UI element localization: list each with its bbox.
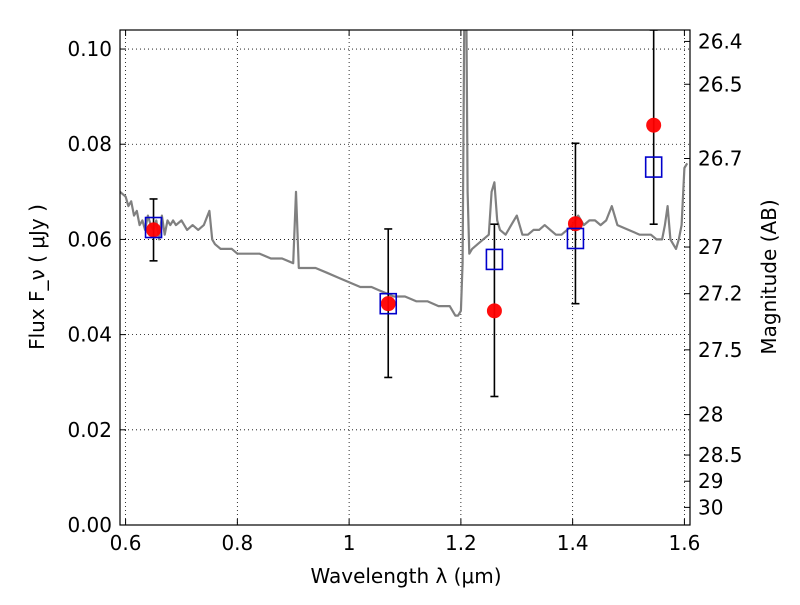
grid-layer <box>120 30 690 526</box>
y-axis-label: Flux F_ν ( μJy ) <box>25 204 49 350</box>
template-spectrum-line <box>120 30 689 317</box>
y2-tick-label: 26.5 <box>698 72 743 96</box>
x-tick-label: 0.8 <box>221 531 253 555</box>
observed-flux-point <box>486 303 502 319</box>
x-tick-label: 1 <box>343 531 356 555</box>
observed-flux-point <box>146 222 162 238</box>
x-tick-label: 0.6 <box>110 531 142 555</box>
y2-tick-label: 28 <box>698 403 723 427</box>
y-tick-label: 0.02 <box>67 418 112 442</box>
x-axis-label: Wavelength λ (μm) <box>310 564 501 588</box>
x-tick-label: 1.4 <box>557 531 589 555</box>
x-tick-label: 1.2 <box>445 531 477 555</box>
axes-frame <box>119 29 691 526</box>
y-tick-label: 0.00 <box>67 513 112 537</box>
plot-frame <box>119 29 691 526</box>
model-flux-square <box>144 216 163 239</box>
y2-tick-label: 28.5 <box>698 443 743 467</box>
y-tick-label: 0.06 <box>67 227 112 251</box>
model-flux-square <box>379 292 398 315</box>
y2-tick-label: 30 <box>698 495 723 519</box>
y2-tick-label: 27.5 <box>698 338 743 362</box>
tick-layer: 0.6 0.8 1 1.2 1.4 1.6 0.00 0.02 0.04 0.06 0.08 0.10… <box>67 29 742 555</box>
x-tick-label: 1.6 <box>669 531 701 555</box>
y2-tick-label: 26.4 <box>698 29 743 53</box>
model-flux-square <box>485 248 504 271</box>
y2-tick-label: 27 <box>698 235 723 259</box>
observed-flux-point <box>646 117 662 133</box>
y2-tick-label: 26.7 <box>698 147 743 171</box>
model-flux-square <box>644 156 663 178</box>
model-flux-square <box>566 227 585 250</box>
y-tick-label: 0.04 <box>67 323 112 347</box>
y2-axis-label: Magnitude (AB) <box>757 199 781 354</box>
observed-flux-point <box>567 216 583 232</box>
observed-flux-point <box>380 296 396 312</box>
y-tick-label: 0.10 <box>67 37 112 61</box>
y2-tick-label: 27.2 <box>698 282 743 306</box>
y-tick-label: 0.08 <box>67 132 112 156</box>
plot-area <box>120 30 689 398</box>
y2-tick-label: 29 <box>698 469 723 493</box>
